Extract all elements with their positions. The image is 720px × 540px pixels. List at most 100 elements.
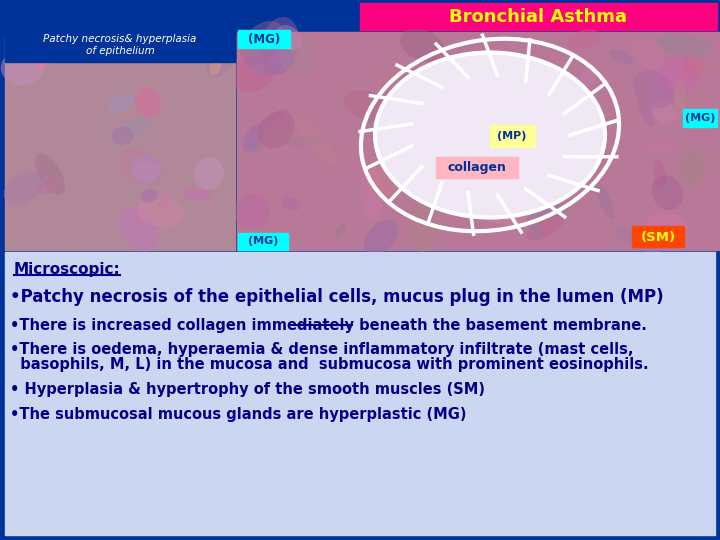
Ellipse shape [110,117,153,143]
Ellipse shape [526,207,542,240]
Ellipse shape [637,80,650,114]
Ellipse shape [400,96,438,129]
Ellipse shape [37,181,58,195]
Ellipse shape [415,106,452,126]
Ellipse shape [491,75,514,116]
Ellipse shape [285,135,327,147]
Ellipse shape [194,157,224,190]
Text: (SM): (SM) [640,231,675,244]
Text: collagen: collagen [448,161,506,174]
Text: Microscopic:: Microscopic: [14,262,121,277]
Ellipse shape [485,150,497,161]
Ellipse shape [473,187,530,225]
Text: Bronchial Asthma: Bronchial Asthma [449,8,627,26]
Ellipse shape [645,213,688,239]
Ellipse shape [261,17,300,75]
Ellipse shape [118,149,163,185]
Ellipse shape [377,115,387,127]
Ellipse shape [280,36,315,75]
Text: (MG): (MG) [248,32,280,45]
Text: •There is oedema, hyperaemia & dense inflammatory infiltrate (mast cells,: •There is oedema, hyperaemia & dense inf… [10,342,634,357]
Ellipse shape [513,78,539,115]
Ellipse shape [250,109,287,133]
Ellipse shape [655,33,711,56]
Ellipse shape [675,79,687,118]
Bar [683,109,717,127]
Ellipse shape [366,115,392,147]
Ellipse shape [107,94,135,113]
Ellipse shape [537,203,569,218]
Ellipse shape [364,220,398,254]
Ellipse shape [580,64,596,88]
Ellipse shape [682,53,704,78]
Bar [5,252,715,535]
Ellipse shape [541,152,594,176]
Ellipse shape [379,68,420,109]
Ellipse shape [344,91,393,122]
Ellipse shape [653,160,665,188]
Ellipse shape [335,224,346,237]
Ellipse shape [403,64,438,100]
Ellipse shape [367,154,402,198]
Bar [5,35,235,250]
Ellipse shape [130,155,161,184]
Ellipse shape [615,227,662,253]
Bar [5,28,235,62]
Ellipse shape [258,111,294,148]
Bar [238,30,290,48]
Ellipse shape [282,197,300,211]
Bar [436,157,518,178]
Ellipse shape [205,48,233,77]
Ellipse shape [112,126,133,145]
Ellipse shape [210,59,221,76]
Ellipse shape [633,38,665,68]
Ellipse shape [449,68,471,93]
Ellipse shape [240,21,284,65]
Bar [490,125,535,147]
Ellipse shape [375,52,605,218]
Ellipse shape [609,49,634,65]
Ellipse shape [652,176,683,210]
Ellipse shape [135,87,161,118]
Ellipse shape [35,153,65,195]
Ellipse shape [34,39,51,71]
Ellipse shape [680,146,705,186]
Ellipse shape [138,196,184,227]
Ellipse shape [4,171,43,205]
Ellipse shape [132,162,159,181]
Bar [360,3,717,30]
Ellipse shape [503,126,528,157]
Ellipse shape [248,39,292,76]
Ellipse shape [527,214,564,240]
Ellipse shape [361,165,383,223]
Ellipse shape [413,96,445,124]
Text: •Patchy necrosis of the epithelial cells, mucus plug in the lumen (MP): •Patchy necrosis of the epithelial cells… [10,288,664,306]
Ellipse shape [641,138,675,154]
Ellipse shape [379,120,400,150]
Ellipse shape [429,175,457,211]
Ellipse shape [296,119,337,165]
Ellipse shape [657,55,698,96]
Ellipse shape [640,102,654,126]
Text: •The submucosal mucous glands are hyperplastic (MG): •The submucosal mucous glands are hyperp… [10,407,467,422]
Text: (MG): (MG) [685,113,715,123]
Ellipse shape [118,207,158,252]
Text: (MG): (MG) [248,236,278,246]
Ellipse shape [141,189,158,202]
Ellipse shape [235,193,270,229]
Ellipse shape [1,50,44,85]
Ellipse shape [567,30,601,51]
Ellipse shape [181,187,212,201]
Ellipse shape [469,80,508,114]
Bar [237,32,720,250]
Bar [238,233,288,250]
Ellipse shape [276,25,302,51]
Ellipse shape [409,203,438,252]
Text: • Hyperplasia & hypertrophy of the smooth muscles (SM): • Hyperplasia & hypertrophy of the smoot… [10,382,485,397]
Text: basophils, M, L) in the mucosa and  submucosa with prominent eosinophils.: basophils, M, L) in the mucosa and submu… [10,357,649,372]
Ellipse shape [249,140,261,153]
Ellipse shape [158,192,171,211]
Ellipse shape [400,29,444,62]
Bar [632,226,684,247]
Text: •There is increased collagen immediately beneath the basement membrane.: •There is increased collagen immediately… [10,318,647,333]
